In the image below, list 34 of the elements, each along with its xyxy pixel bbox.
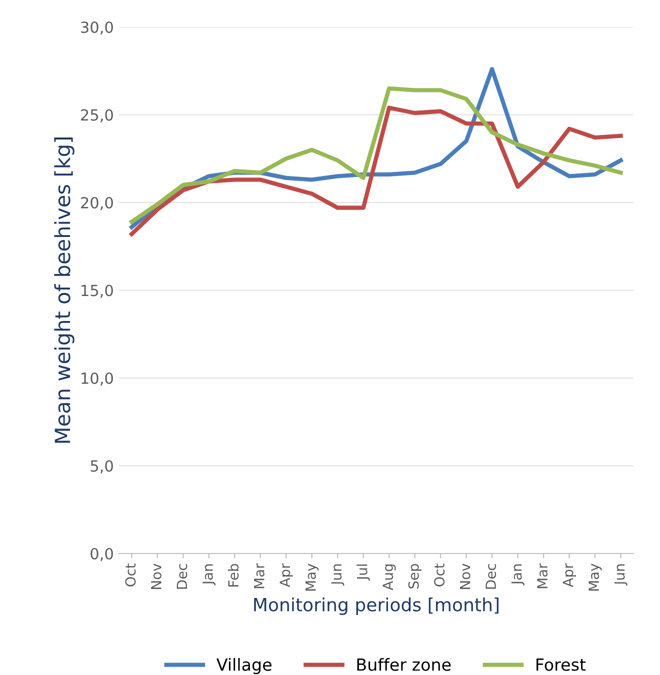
x-axis-title: Monitoring periods [month] [254,597,498,615]
y-tick-label: 25,0 [81,109,113,122]
line-series [130,86,623,224]
x-tick-label: Jun [331,564,344,586]
y-tick-label: 20,0 [81,196,113,210]
y-tick-label: 5,0 [90,460,113,474]
x-tick-label: May [306,564,319,591]
x-tick-label: Apr [280,563,293,588]
x-tick-label: Sep [408,564,422,588]
x-tick-label: Nov [460,564,470,589]
legend-label: Buffer zone [357,658,451,671]
legend-label: Village [216,658,272,674]
legend-label: Forest [536,658,586,671]
x-tick-label: Dec [176,564,188,589]
x-tick-label: May [588,564,602,591]
x-tick-label: Jan [511,564,524,586]
y-tick-label: 10,0 [82,372,113,386]
x-tick-label: Nov [151,564,162,589]
x-tick-label: Mar [537,563,548,588]
x-tick-label: Feb [228,564,239,586]
y-tick-label: 0,0 [90,548,113,562]
x-tick-label: Jul [356,564,370,581]
x-tick-label: Oct [125,564,136,586]
x-tick-label: Aug [382,564,396,590]
x-tick-label: Dec [486,564,496,589]
y-tick-label: 15,0 [82,284,113,298]
x-tick-label: Jun [614,564,628,586]
x-tick-label: Mar [254,563,264,588]
x-tick-label: Jan [202,564,216,586]
line-series [130,106,623,236]
x-tick-label: Oct [434,564,445,586]
y-tick-label: 30,0 [81,21,113,35]
y-axis-title: Mean weight of beehives [kg] [54,138,74,443]
x-tick-label: Apr [562,563,576,588]
